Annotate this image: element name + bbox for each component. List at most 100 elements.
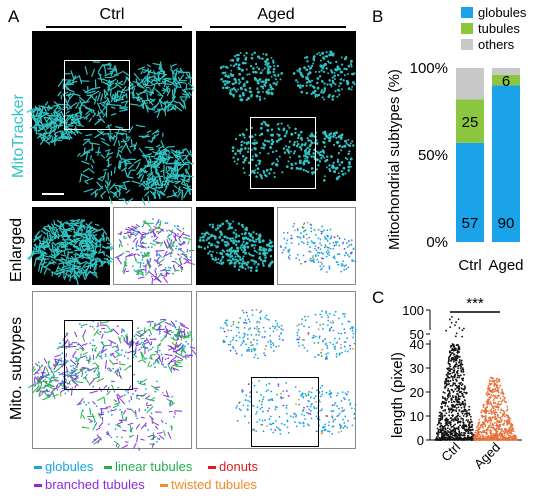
subtype-fragment [92, 400, 96, 405]
subtype-fragment [184, 351, 187, 354]
chart-c-point [461, 434, 464, 437]
mito-fragment [210, 253, 213, 256]
mito-fragment [300, 90, 304, 94]
mito-fragment [92, 228, 103, 234]
subtype-fragment [265, 390, 268, 393]
subtype-fragment [136, 253, 141, 257]
subtype-fragment [130, 408, 136, 414]
mito-fragment [331, 165, 334, 169]
subtype-fragment [131, 225, 137, 230]
subtype-fragment [144, 246, 147, 249]
mito-fragment [108, 183, 116, 191]
subtype-fragment [120, 411, 124, 421]
mito-fragment [294, 131, 297, 135]
mito-fragment [65, 80, 69, 85]
chart-c-point [444, 428, 447, 431]
mito-fragment [117, 140, 121, 147]
subtype-fragment [344, 425, 347, 427]
mito-fragment [216, 224, 219, 227]
mito-fragment [71, 113, 82, 118]
subtype-fragment [44, 376, 53, 380]
mito-fragment [255, 164, 258, 167]
mito-fragment [343, 144, 347, 148]
chart-c-point [462, 419, 465, 421]
chart-c-point [438, 415, 441, 417]
subtype-fragment [32, 385, 36, 387]
subtype-fragment [112, 404, 120, 409]
mito-fragment [158, 147, 162, 155]
subtype-fragment [245, 343, 247, 346]
mito-fragment [40, 254, 50, 258]
mito-fragment [221, 222, 225, 226]
mito-fragment [84, 148, 94, 153]
chart-c-point [457, 406, 460, 409]
subtype-fragment [264, 354, 266, 357]
subtype-fragment [315, 415, 318, 418]
chart-c-point [451, 395, 454, 397]
subtype-fragment [54, 358, 57, 365]
mito-fragment [259, 71, 263, 75]
aged-mitotracker-image [196, 31, 356, 201]
subtype-fragment [42, 396, 51, 401]
mito-fragment [35, 256, 44, 260]
mito-fragment [84, 87, 94, 94]
mito-fragment [92, 113, 97, 118]
mito-fragment [343, 67, 346, 71]
mito-fragment [168, 106, 178, 111]
subtype-fragment [287, 256, 290, 259]
subtype-fragment [340, 332, 343, 335]
subtype-fragment [343, 315, 346, 318]
aged-subtype-texture [219, 308, 357, 435]
legend-label-donuts: donuts [219, 459, 259, 474]
mito-fragment [330, 132, 333, 135]
mito-fragment [276, 64, 279, 68]
subtype-fragment [292, 225, 295, 228]
subtype-fragment [338, 407, 340, 410]
chart-c-point [495, 423, 498, 425]
subtype-fragment [142, 241, 144, 244]
subtype-fragment [44, 378, 46, 381]
chart-c-point [457, 412, 459, 415]
mito-fragment [66, 104, 69, 110]
legend-swatch-twisted [160, 484, 168, 488]
subtype-fragment [77, 343, 79, 346]
subtype-fragment [137, 359, 143, 363]
chart-c-point [447, 373, 450, 375]
subtype-fragment [186, 248, 189, 253]
chart-c-point [447, 380, 450, 383]
legend-donuts: donuts [208, 459, 258, 474]
subtype-fragment [272, 325, 274, 328]
subtype-fragment [116, 421, 123, 425]
subtype-fragment [349, 344, 351, 347]
mito-fragment [61, 264, 71, 268]
subtype-fragment [279, 245, 282, 247]
chart-c-point [458, 348, 461, 351]
subtype-fragment [324, 343, 327, 346]
subtype-fragment [329, 237, 332, 240]
chart-c-point [463, 399, 466, 401]
subtype-fragment [166, 271, 169, 274]
mito-fragment [336, 88, 340, 92]
mito-fragment [296, 84, 300, 87]
subtype-fragment [163, 330, 172, 336]
subtype-fragment [278, 326, 281, 329]
mito-fragment [101, 62, 112, 67]
mito-fragment [142, 88, 148, 93]
chart-c-point [452, 383, 455, 386]
subtype-fragment [353, 342, 356, 345]
subtype-fragment [298, 403, 301, 406]
subtype-fragment [117, 232, 122, 235]
mito-fragment [323, 179, 326, 182]
mito-fragment [140, 174, 145, 183]
subtype-fragment [88, 355, 91, 364]
mito-fragment [328, 167, 331, 171]
subtype-fragment [82, 414, 86, 420]
subtype-fragment [238, 331, 240, 334]
subtype-fragment [140, 268, 144, 276]
mito-fragment [157, 70, 163, 73]
mito-fragment [299, 86, 302, 89]
subtype-fragment [252, 338, 255, 341]
subtype-fragment [93, 328, 96, 330]
mito-fragment [103, 89, 107, 99]
subtype-fragment [141, 225, 144, 228]
